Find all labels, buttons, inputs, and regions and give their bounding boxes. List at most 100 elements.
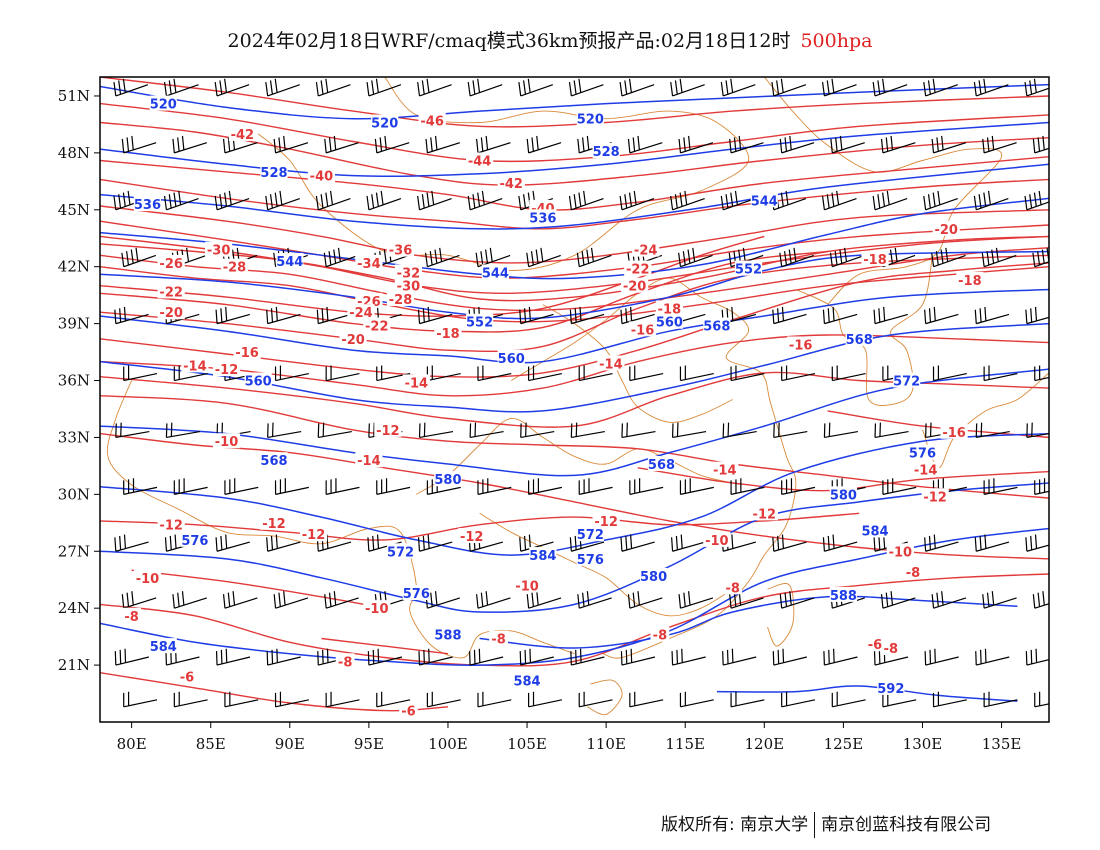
temperature-contour-label-bg [497, 175, 525, 191]
wind-barb [315, 190, 351, 211]
height-contour-label: 588 [830, 589, 857, 604]
wind-barb [679, 365, 714, 382]
wind-barb-shaft [115, 430, 150, 439]
height-contour-label: 520 [150, 98, 177, 113]
wind-barb-feather [1032, 252, 1036, 267]
wind-barb-feather [885, 137, 889, 152]
wind-barb-feather [328, 592, 332, 607]
wind-barb [528, 478, 563, 495]
wind-barb [518, 78, 554, 97]
wind-barb-feather [822, 537, 826, 552]
wind-barb-feather [523, 308, 527, 323]
temperature-contour-label: -36 [389, 244, 413, 259]
wind-barb-feather [674, 194, 678, 209]
wind-barb [417, 306, 453, 325]
wind-barb-feather [995, 247, 999, 262]
wind-barb [1024, 190, 1049, 211]
temperature-contour-label-bg [865, 636, 885, 652]
wind-barb [671, 648, 706, 666]
height-contour-label-bg [434, 626, 462, 642]
wind-barb-shaft [376, 486, 411, 495]
wind-barb-feather [670, 82, 674, 97]
wind-barb-shaft [520, 541, 554, 552]
temperature-contour-label: -20 [934, 223, 958, 238]
wind-barb [418, 422, 454, 439]
wind-barb-feather [371, 194, 375, 209]
wind-barb [123, 691, 158, 708]
wind-barb-feather [620, 537, 623, 552]
wind-barb-feather [480, 592, 484, 607]
wind-barb-feather [924, 537, 927, 552]
wind-barb-shaft [325, 142, 359, 154]
wind-barb-shaft [419, 84, 452, 97]
wind-barb-feather [329, 190, 334, 205]
height-contour [716, 685, 1018, 702]
wind-barb [627, 591, 663, 609]
wind-barb-feather [583, 190, 587, 205]
wind-barb [1025, 534, 1049, 552]
wind-barb-shaft [528, 597, 562, 609]
wind-barb-feather [624, 194, 628, 209]
wind-barb-shaft [672, 84, 705, 97]
wind-barb-shaft [882, 699, 917, 708]
wind-barb-feather [270, 308, 274, 323]
wind-barb-feather [275, 534, 278, 549]
temperature-contour-label: -8 [725, 581, 739, 596]
wind-barb-feather [430, 592, 433, 607]
height-contour-label: 580 [640, 570, 667, 585]
wind-barb-shaft [579, 699, 613, 708]
height-contour-label-bg [402, 585, 430, 600]
wind-barb-feather [467, 82, 471, 97]
wind-barb [1034, 478, 1049, 495]
wind-barb-feather [890, 135, 894, 150]
wind-barb-shaft [1026, 659, 1049, 666]
wind-barb [872, 190, 908, 211]
wind-barb-feather [568, 195, 572, 210]
wind-barb-feather [933, 534, 936, 549]
temperature-contour-label: -10 [889, 545, 913, 560]
temperature-contour-label-bg [394, 264, 423, 280]
wind-barb-feather [472, 80, 476, 95]
wind-barb-feather [678, 594, 682, 609]
wind-barb-feather [278, 592, 281, 607]
wind-barb-feather [222, 594, 226, 609]
height-contours [100, 83, 1049, 702]
wind-barb [772, 648, 807, 666]
wind-barb [880, 135, 916, 154]
wind-barb [1026, 422, 1049, 439]
wind-barb-feather [582, 137, 585, 152]
wind-barb [772, 534, 807, 552]
wind-barb-feather [620, 309, 623, 324]
wind-barb-shaft [874, 430, 909, 439]
wind-barb-shaft [925, 197, 958, 211]
height-contour-label: 568 [846, 333, 873, 348]
wind-barb-feather [937, 190, 941, 205]
temperature-contour-label: -16 [789, 338, 813, 353]
wind-barb [476, 591, 511, 609]
wind-barb-feather [181, 135, 185, 150]
height-contour-label-bg [513, 672, 541, 688]
wind-barb-feather [422, 535, 425, 550]
wind-barb [114, 306, 149, 325]
wind-barb-feather [678, 252, 682, 267]
temperature-contour-label: -20 [159, 306, 183, 321]
height-contour-label-bg [260, 452, 288, 468]
wind-barb-feather [519, 537, 522, 552]
temperature-contour-label: -8 [491, 633, 505, 648]
height-contour-label: 544 [751, 194, 778, 209]
height-contour-label-bg [861, 522, 889, 538]
wind-barb-feather [725, 80, 729, 95]
wind-barb [679, 478, 714, 495]
wind-barb [975, 422, 1010, 439]
wind-barb-feather [877, 80, 881, 95]
height-contour [100, 288, 1049, 364]
wind-barb-feather [526, 594, 530, 609]
wind-barb-feather [625, 535, 628, 550]
wind-barb-feather [215, 537, 218, 552]
wind-barb-feather [383, 249, 387, 264]
wind-barb-shaft [469, 197, 503, 211]
wind-barb-feather [733, 137, 737, 152]
latitude-tick-label: 45N [58, 201, 90, 219]
wind-barb-shaft [781, 597, 815, 609]
wind-barb-feather [220, 535, 223, 550]
